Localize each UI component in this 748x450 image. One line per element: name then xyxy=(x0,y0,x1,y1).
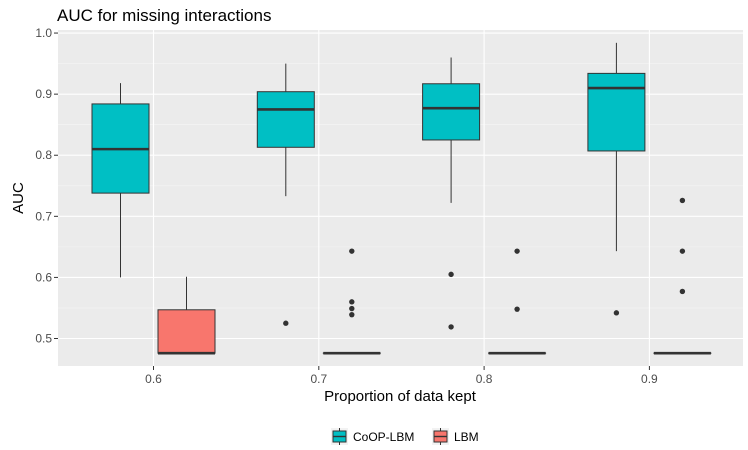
y-tick-label: 0.7 xyxy=(35,209,52,223)
box-lbm-0-9 xyxy=(653,197,712,355)
y-tick-label: 0.6 xyxy=(35,270,52,284)
outlier-point xyxy=(349,311,355,318)
y-tick-label: 0.9 xyxy=(35,87,52,101)
outlier-point xyxy=(448,324,454,330)
outlier-point xyxy=(679,248,686,254)
outlier-point xyxy=(349,299,355,305)
box-series xyxy=(91,42,712,355)
y-tick-label: 1.0 xyxy=(35,26,52,40)
x-axis-title: Proportion of data kept xyxy=(324,388,477,405)
outlier-point xyxy=(613,310,620,316)
box-coop-lbm-0-8 xyxy=(422,57,481,330)
iqr-box xyxy=(422,83,481,141)
box-lbm-0-7 xyxy=(322,248,381,355)
iqr-box xyxy=(157,309,216,354)
box-lbm-0-6 xyxy=(157,276,216,355)
x-axis-ticks: 0.6 0.7 0.8 0.9 xyxy=(145,366,658,386)
outlier-point xyxy=(679,288,686,295)
iqr-box xyxy=(256,91,315,148)
box-coop-lbm-0-7 xyxy=(256,63,315,326)
outlier-point xyxy=(514,248,520,254)
legend-item-coop-lbm: CoOP-LBM xyxy=(331,428,414,445)
y-axis-title: AUC xyxy=(10,182,27,214)
legend-label: CoOP-LBM xyxy=(353,430,414,444)
x-tick-label: 0.7 xyxy=(310,372,327,386)
x-tick-label: 0.8 xyxy=(476,372,493,386)
legend-item-lbm: LBM xyxy=(432,428,479,445)
box-coop-lbm-0-6 xyxy=(91,83,150,278)
x-tick-label: 0.9 xyxy=(641,372,658,386)
y-tick-label: 0.8 xyxy=(35,148,52,162)
iqr-box xyxy=(587,72,646,152)
outlier-point xyxy=(283,320,289,326)
outlier-point xyxy=(679,197,686,204)
outlier-point xyxy=(514,306,520,312)
box-lbm-0-8 xyxy=(488,248,547,355)
y-axis-ticks: 0.5 0.6 0.7 0.8 0.9 1.0 xyxy=(35,26,58,346)
outlier-point xyxy=(448,271,454,278)
legend: CoOP-LBM LBM xyxy=(331,428,479,445)
x-tick-label: 0.6 xyxy=(145,372,162,386)
legend-label: LBM xyxy=(454,430,479,444)
outlier-point xyxy=(349,248,355,254)
y-tick-label: 0.5 xyxy=(35,332,52,346)
chart-title: AUC for missing interactions xyxy=(57,6,271,25)
outlier-point xyxy=(349,305,355,312)
box-coop-lbm-0-9 xyxy=(587,42,646,316)
